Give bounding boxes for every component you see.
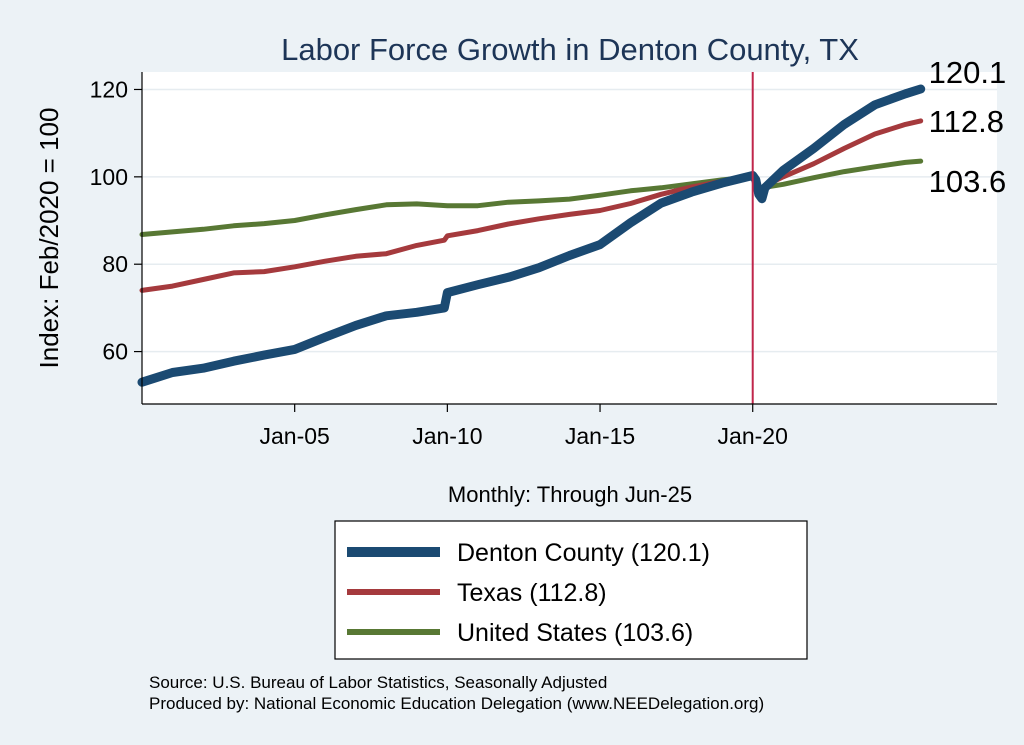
legend-label-0: Denton County (120.1)	[457, 539, 710, 567]
y-ticks: 60 80 100 120	[90, 76, 142, 365]
legend-label-1: Texas (112.8)	[457, 579, 607, 607]
x-ticks: Jan-05 Jan-10 Jan-15 Jan-20	[260, 404, 788, 449]
legend-label-2: United States (103.6)	[457, 619, 693, 647]
x-tick-label-Jan-10: Jan-10	[412, 423, 482, 449]
source-note: Source: U.S. Bureau of Labor Statistics,…	[149, 673, 607, 692]
x-tick-label-Jan-20: Jan-20	[718, 423, 788, 449]
y-tick-label-120: 120	[90, 76, 128, 102]
x-tick-label-Jan-15: Jan-15	[565, 423, 635, 449]
y-tick-label-100: 100	[90, 164, 128, 190]
series-lines	[137, 84, 926, 387]
y-tick-label-60: 60	[102, 339, 128, 365]
end-label-112.8: 112.8	[929, 104, 1004, 139]
y-tick-label-80: 80	[102, 251, 128, 277]
legend: Denton County (120.1) Texas (112.8) United…	[334, 520, 808, 660]
produced-by-note: Produced by: National Economic Education…	[149, 694, 764, 713]
series-line-120.1	[137, 84, 926, 387]
axes	[141, 72, 997, 405]
x-axis-title: Monthly: Through Jun-25	[448, 482, 692, 507]
series-line-112.8	[139, 118, 924, 293]
x-tick-label-Jan-05: Jan-05	[260, 423, 330, 449]
series-line-103.6	[139, 158, 924, 237]
end-labels: 120.1 112.8 103.6	[929, 55, 1007, 199]
end-label-103.6: 103.6	[929, 164, 1007, 199]
chart-title: Labor Force Growth in Denton County, TX	[281, 32, 859, 67]
y-axis-title: Index: Feb/2020 = 100	[34, 108, 64, 369]
end-label-120.1: 120.1	[929, 55, 1007, 90]
